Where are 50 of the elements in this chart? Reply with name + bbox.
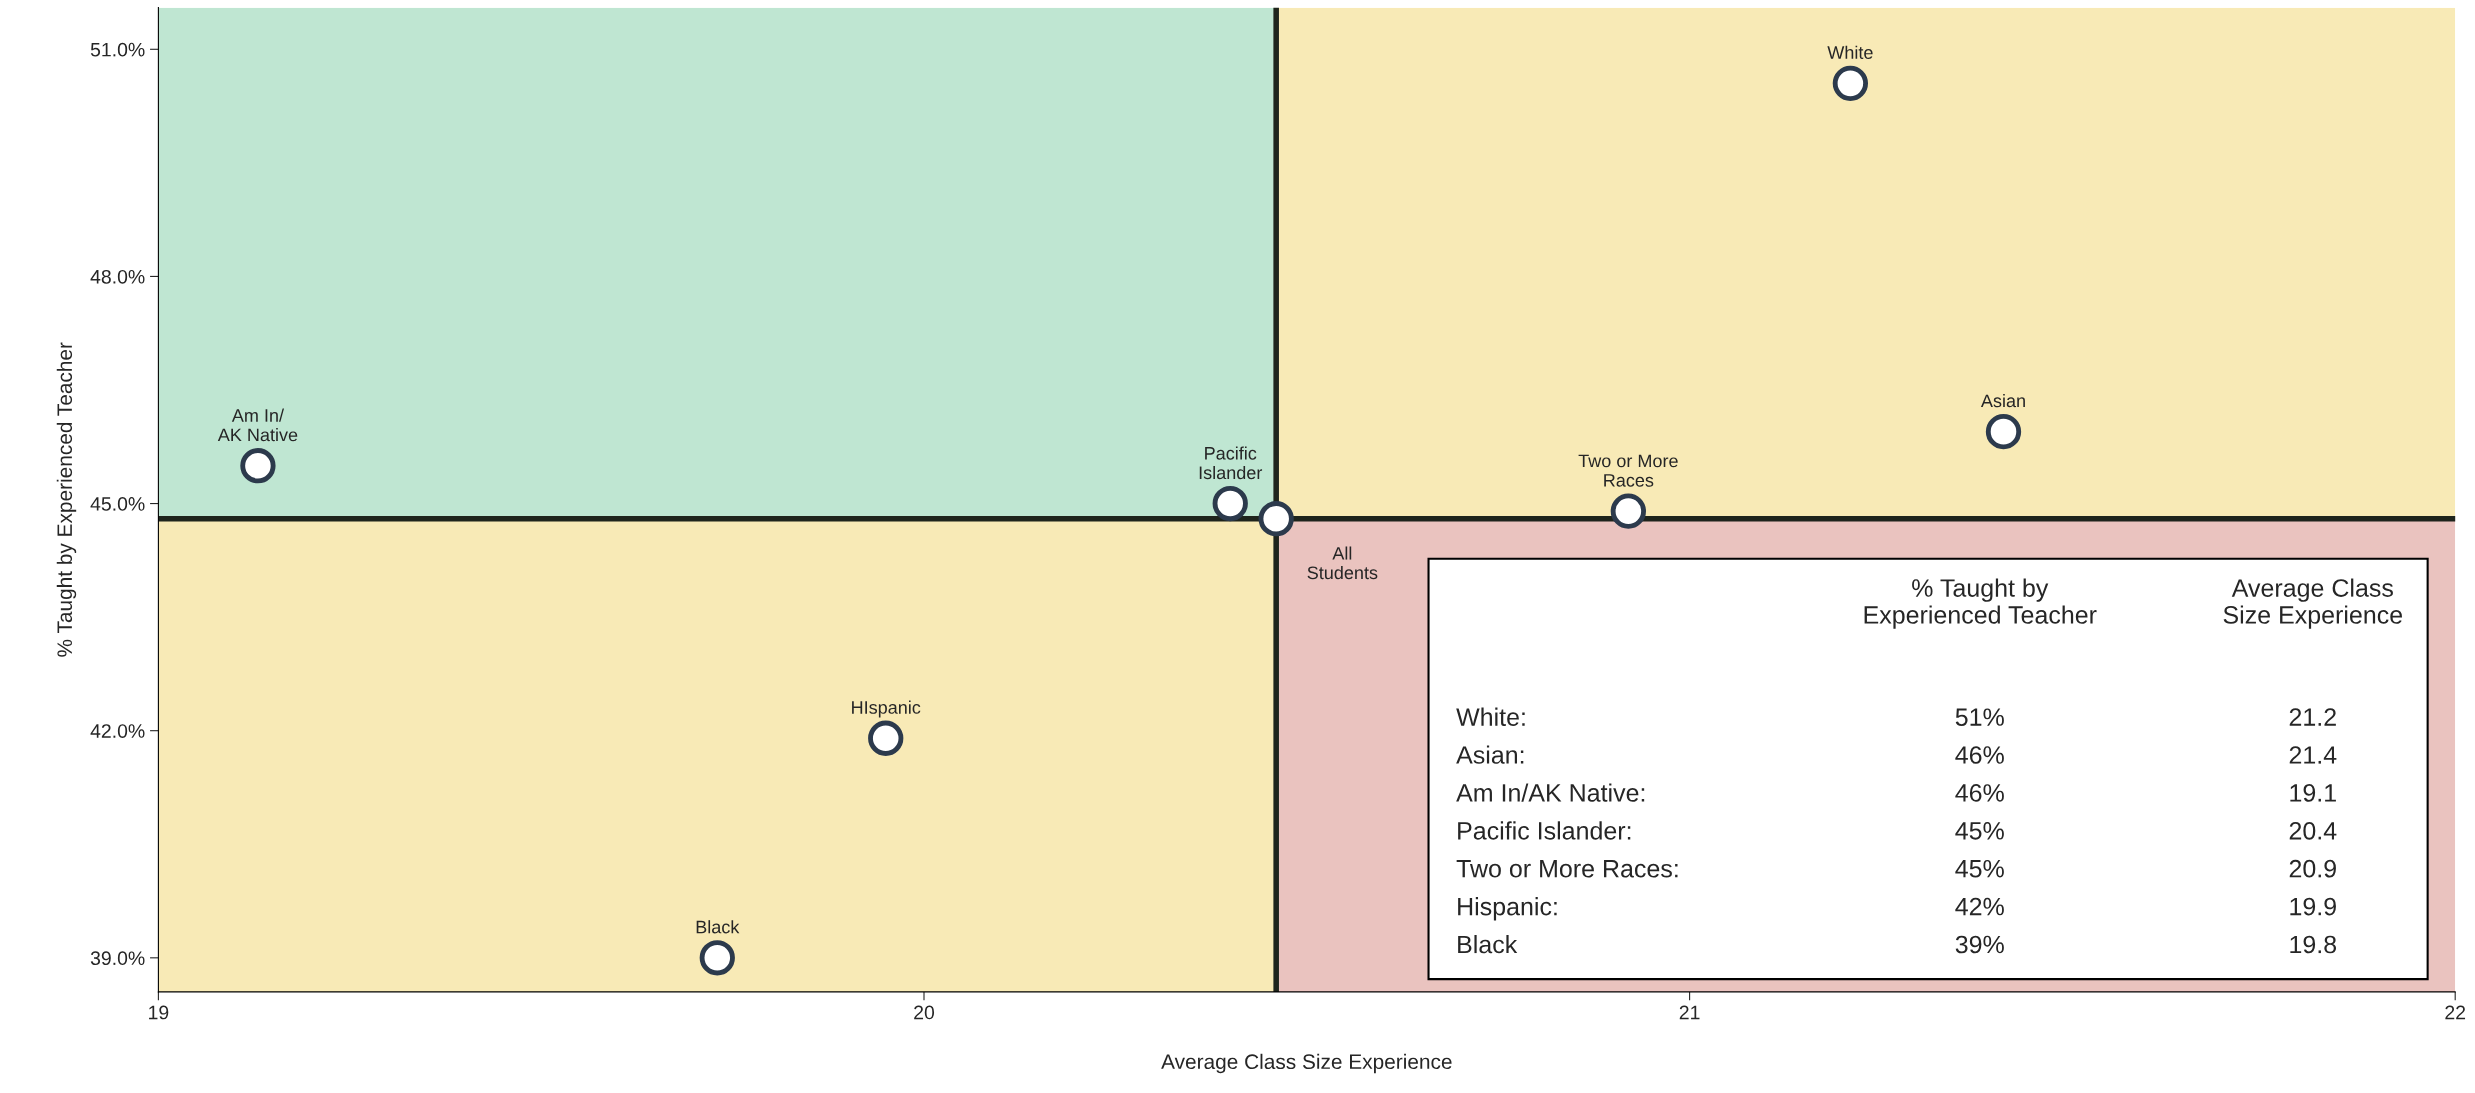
point	[240, 448, 276, 484]
x-tick-label: 19	[149, 1005, 169, 1020]
x-axis-title: Average Class Size Experience	[1161, 1053, 1452, 1074]
annotation: 19.1	[2290, 784, 2336, 802]
annotation: 39%	[1955, 935, 2004, 954]
y-tick-label: 51.0%	[90, 42, 145, 57]
annotation: White	[1827, 45, 1873, 59]
annotation: 46%	[1955, 746, 2004, 764]
annotation: Two or More Races	[1578, 454, 1678, 487]
annotation: White:	[1456, 707, 1525, 726]
annotation: Hispanic:	[1458, 897, 1557, 921]
x-tick-label: 20	[914, 1005, 935, 1020]
annotation: 45%	[1955, 859, 2004, 878]
annotation: Pacific Islander	[1199, 446, 1263, 480]
annotation: 21.4	[2289, 746, 2337, 764]
annotation: Asian	[1980, 393, 2025, 408]
annotation: 19.8	[2290, 935, 2337, 954]
x-tick-label: 22	[2445, 1005, 2466, 1020]
annotation: 20.9	[2289, 859, 2336, 878]
x-tick-label: 21	[1679, 1005, 1700, 1020]
annotation: % Taught by Experienced Teacher	[1864, 578, 2097, 629]
annotation: 21.2	[2289, 708, 2336, 726]
annotation: Am In/AK Native:	[1456, 783, 1645, 802]
point	[1258, 501, 1294, 537]
annotation: Asian:	[1456, 745, 1524, 764]
y-tick-label: 39.0%	[90, 951, 145, 966]
y-tick-label: 48.0%	[90, 269, 145, 284]
annotation: All Students	[1307, 546, 1378, 580]
point	[1212, 485, 1248, 522]
y-tick-label: 42.0%	[90, 724, 145, 738]
y-axis-title: % Taught by Experienced Teacher	[56, 342, 77, 657]
annotation: Am In/ AK Native	[217, 408, 298, 442]
annotation: 51%	[1955, 708, 2004, 726]
annotation: 46%	[1955, 784, 2004, 802]
annotation: Average Class Size Experience	[2223, 578, 2403, 629]
annotation: Black	[696, 920, 740, 934]
y-tick-label: 45.0%	[90, 497, 145, 511]
point	[868, 720, 904, 756]
point	[699, 940, 735, 976]
annotation: 19.9	[2290, 897, 2336, 916]
annotation: 45%	[1955, 822, 2004, 840]
point	[1832, 65, 1869, 102]
annotation: Two or More Races:	[1456, 860, 1678, 878]
point	[1610, 493, 1646, 529]
point	[1985, 413, 2022, 450]
annotation: 20.4	[2289, 821, 2337, 840]
annotation: Pacific Islander:	[1458, 821, 1631, 840]
annotation: 42%	[1955, 897, 2004, 916]
annotation: Black	[1458, 934, 1518, 954]
annotation: HIspanic	[852, 700, 921, 718]
